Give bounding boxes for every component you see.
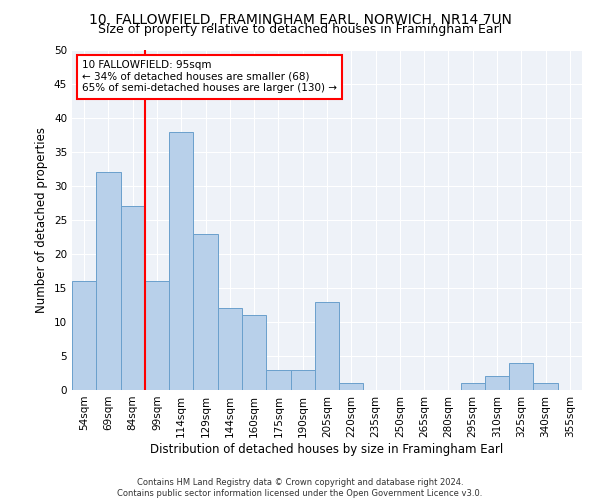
Bar	[121, 206, 145, 390]
Text: 10, FALLOWFIELD, FRAMINGHAM EARL, NORWICH, NR14 7UN: 10, FALLOWFIELD, FRAMINGHAM EARL, NORWIC…	[89, 12, 511, 26]
Bar	[266, 370, 290, 390]
Bar	[193, 234, 218, 390]
Bar	[339, 383, 364, 390]
Bar	[509, 363, 533, 390]
Text: Size of property relative to detached houses in Framingham Earl: Size of property relative to detached ho…	[98, 22, 502, 36]
Bar	[485, 376, 509, 390]
Bar	[96, 172, 121, 390]
X-axis label: Distribution of detached houses by size in Framingham Earl: Distribution of detached houses by size …	[151, 442, 503, 456]
Bar	[533, 383, 558, 390]
Text: Contains HM Land Registry data © Crown copyright and database right 2024.
Contai: Contains HM Land Registry data © Crown c…	[118, 478, 482, 498]
Text: 10 FALLOWFIELD: 95sqm
← 34% of detached houses are smaller (68)
65% of semi-deta: 10 FALLOWFIELD: 95sqm ← 34% of detached …	[82, 60, 337, 94]
Y-axis label: Number of detached properties: Number of detached properties	[35, 127, 49, 313]
Bar	[461, 383, 485, 390]
Bar	[145, 281, 169, 390]
Bar	[315, 302, 339, 390]
Bar	[290, 370, 315, 390]
Bar	[72, 281, 96, 390]
Bar	[218, 308, 242, 390]
Bar	[169, 132, 193, 390]
Bar	[242, 315, 266, 390]
